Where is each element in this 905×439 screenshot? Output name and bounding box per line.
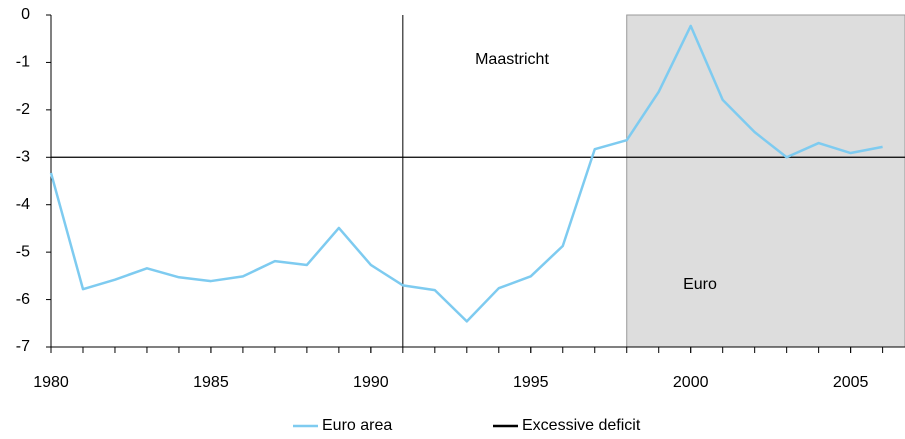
x-tick-label: 1980 [33, 374, 69, 391]
y-tick-label: -6 [16, 291, 30, 308]
y-tick-label: -2 [16, 101, 30, 118]
y-tick-label: -7 [16, 338, 30, 355]
y-tick-label: -3 [16, 149, 30, 166]
legend-label: Euro area [322, 417, 392, 434]
y-tick-label: 0 [21, 6, 30, 23]
y-tick-label: -1 [16, 54, 30, 71]
annotation: Euro [683, 276, 717, 293]
legend-label: Excessive deficit [522, 417, 641, 434]
x-tick-label: 1995 [513, 374, 549, 391]
x-tick-label: 2005 [833, 374, 869, 391]
y-tick-label: -4 [16, 196, 30, 213]
x-tick-label: 1990 [353, 374, 389, 391]
data-line [49, 24, 883, 323]
shaded-region [626, 14, 905, 348]
x-tick-label: 2000 [673, 374, 709, 391]
y-tick-label: -5 [16, 243, 30, 260]
x-tick-label: 1985 [193, 374, 229, 391]
annotation: Maastricht [475, 51, 549, 68]
